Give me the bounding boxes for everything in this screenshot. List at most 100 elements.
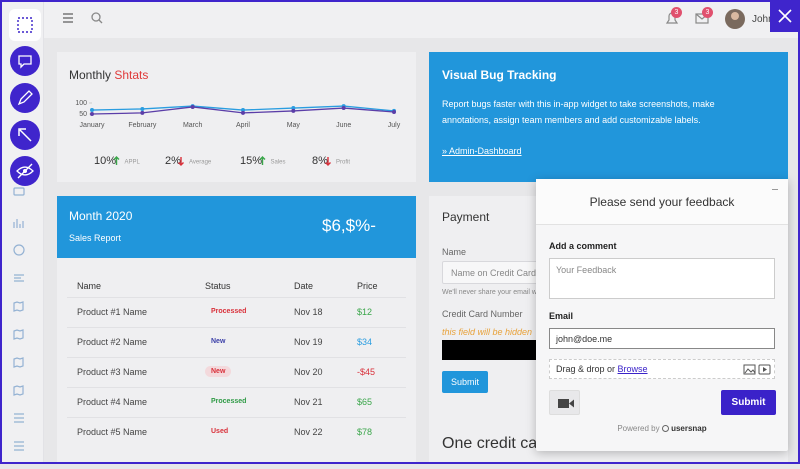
title-text: Monthly	[69, 68, 115, 82]
row-divider	[67, 297, 406, 298]
series-point	[241, 108, 245, 113]
product-name: Product #4 Name	[77, 397, 148, 407]
stat-value: 10%	[94, 155, 116, 167]
promo-link[interactable]: » Admin-Dashboard	[442, 146, 522, 156]
payment-submit[interactable]: Submit	[442, 371, 488, 393]
order-date: Nov 20	[294, 367, 323, 377]
status-pill: Used	[211, 428, 229, 435]
message-badge: 3	[702, 7, 713, 18]
widget-title: Please send your feedback	[589, 195, 735, 209]
payment-title: Payment	[442, 210, 490, 224]
order-date: Nov 22	[294, 427, 323, 437]
series-point	[291, 106, 296, 111]
series-point	[90, 108, 94, 113]
minimize-button[interactable]	[772, 189, 778, 190]
x-tick-label: July	[388, 122, 401, 129]
promo-title: Visual Bug Tracking	[442, 68, 557, 82]
column-header: Price	[357, 281, 378, 291]
email-label: Email	[549, 311, 574, 321]
next-title: One credit card	[442, 435, 552, 452]
user-name[interactable]: John	[752, 14, 774, 25]
price: $12	[357, 307, 373, 317]
price: -$45	[357, 367, 376, 377]
stat-value: 8%	[312, 155, 328, 167]
sales-title: Month 2020	[69, 209, 133, 223]
brand: usersnap	[671, 424, 707, 433]
row-divider	[67, 327, 406, 328]
comment-label: Add a comment	[549, 241, 617, 251]
feedback-submit[interactable]: Submit	[721, 390, 776, 415]
topbar: 3 3 John	[44, 0, 800, 38]
mini-chart: 50 100 January February March April May June Jul…	[75, 100, 401, 167]
drop-zone[interactable]: Drag & drop or Browse	[549, 359, 775, 379]
x-tick-label: June	[336, 122, 351, 129]
sales-card: Month 2020 Sales Report $6,$%-	[57, 196, 416, 258]
row-divider	[67, 357, 406, 358]
order-date: Nov 21	[294, 397, 323, 407]
product-name: Product #3 Name	[77, 367, 148, 377]
x-tick-label: March	[183, 122, 203, 129]
card-note: this field will be hidden	[442, 327, 533, 337]
card-label: Credit Card Number	[442, 309, 523, 319]
price: $65	[357, 397, 373, 407]
trend-arrow	[259, 156, 266, 165]
promo-card: Visual Bug Tracking Report bugs faster w…	[429, 52, 788, 182]
sales-amount: $6,$%-	[322, 216, 376, 235]
x-tick-label: January	[80, 122, 105, 129]
stat-value: 15%	[240, 155, 262, 167]
select-tool[interactable]	[9, 9, 41, 41]
feedback-widget: Please send your feedback Add a comment …	[536, 179, 788, 451]
y-tick-label: 50	[79, 111, 87, 118]
series-point	[140, 106, 145, 111]
promo-text: Report bugs faster with this in-app widg…	[442, 99, 715, 125]
table-card: Name Status Date Price Product #1 Name Proces…	[57, 258, 416, 464]
series-point	[241, 110, 245, 115]
status-pill: New	[211, 338, 226, 345]
column-header: Date	[294, 281, 314, 291]
browse-link[interactable]: Browse	[617, 364, 648, 374]
price: $78	[357, 427, 373, 437]
status-pill: Processed	[211, 398, 247, 405]
order-date: Nov 18	[294, 307, 323, 317]
x-tick-label: February	[128, 122, 157, 129]
comment-input[interactable]: Your Feedback	[549, 258, 775, 299]
series-point	[190, 104, 195, 109]
widget-header: Please send your feedback	[536, 179, 788, 225]
stats-card: Monthly Shtats 50 100 January February March…	[57, 52, 416, 182]
x-tick-label: May	[287, 122, 301, 129]
series-point	[140, 110, 145, 115]
status-pill: New	[205, 366, 232, 377]
annotation-toolbar	[9, 9, 41, 186]
email-value: john@doe.me	[556, 334, 613, 344]
name-label: Name	[442, 247, 467, 257]
stat-label: APPL	[125, 160, 141, 166]
stat-label: Sales	[271, 160, 286, 166]
close-icon	[778, 9, 792, 23]
trend-arrow	[325, 157, 331, 166]
name-placeholder: Name on Credit Card	[451, 268, 537, 278]
comment-tool[interactable]	[10, 46, 40, 76]
upload-text: Drag & drop or Browse	[556, 365, 648, 374]
stat-label: Profit	[336, 160, 350, 166]
price: $34	[357, 337, 373, 347]
arrow-tool[interactable]	[10, 120, 40, 150]
trend-arrow	[178, 157, 184, 166]
close-button[interactable]	[770, 0, 800, 32]
video-icon	[558, 399, 574, 408]
stat-value: 2%	[165, 155, 181, 167]
product-name: Product #5 Name	[77, 427, 148, 437]
column-header: Name	[77, 281, 102, 291]
card-title: Monthly Shtats	[69, 69, 148, 81]
stat-label: Average	[189, 160, 212, 166]
video-button[interactable]	[549, 390, 580, 415]
name-help: We'll never share your email with anyone…	[442, 289, 586, 296]
pen-tool[interactable]	[10, 83, 40, 113]
status-pill: Processed	[211, 308, 247, 315]
x-tick-label: April	[236, 122, 250, 129]
product-name: Product #2 Name	[77, 337, 148, 347]
series-point	[291, 108, 296, 113]
topbar-icons	[63, 9, 745, 29]
column-header: Status	[205, 281, 231, 291]
blur-tool[interactable]	[10, 156, 40, 186]
email-input[interactable]: john@doe.me	[549, 328, 775, 349]
